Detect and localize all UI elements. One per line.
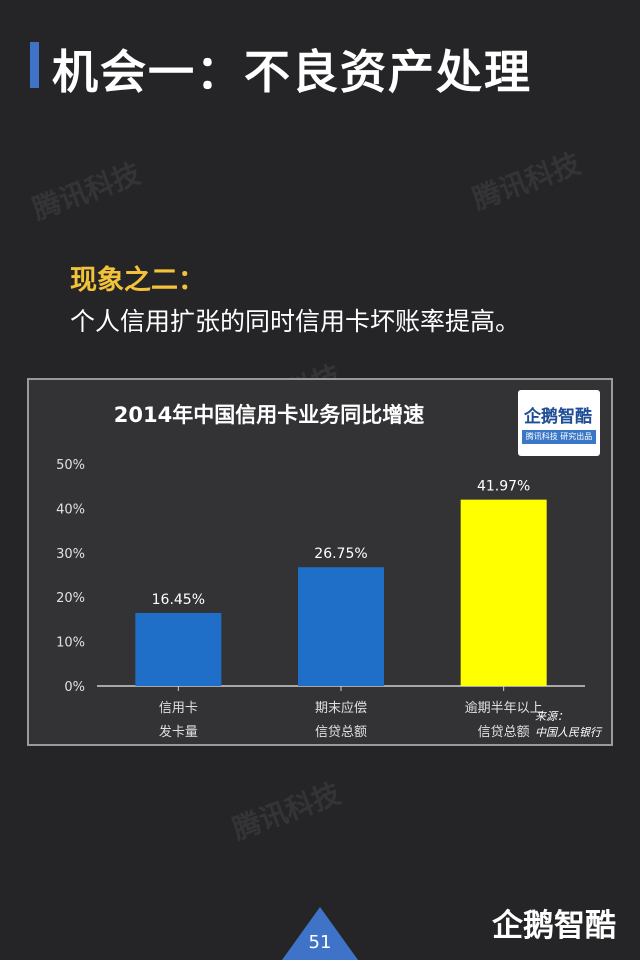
x-tick-label: 信用卡 [159, 701, 198, 716]
chart-logo: 企鹅智酷 腾讯科技 研究出品 [518, 390, 600, 456]
x-tick-label: 逾期半年以上 [465, 701, 543, 716]
source-note: 中国人民银行 [535, 726, 603, 739]
y-tick-label: 10% [56, 636, 85, 651]
phenomenon-label: 现象之二： [70, 265, 205, 296]
bar [135, 612, 222, 686]
chart-panel: 2014年中国信用卡业务同比增速 0% 10% 20% 30% 40% 50% 16.45% 信… [27, 378, 613, 746]
chart-title: 2014年中国信用卡业务同比增速 [114, 403, 424, 427]
bar-chart: 2014年中国信用卡业务同比增速 0% 10% 20% 30% 40% 50% 16.45% 信… [56, 403, 603, 740]
page-number-badge [282, 907, 358, 960]
data-label: 16.45% [152, 592, 205, 608]
page-number: 51 [308, 932, 332, 953]
x-tick-label: 发卡量 [159, 724, 198, 740]
watermark: 腾讯科技 [228, 776, 345, 847]
bar [460, 499, 547, 686]
y-tick-label: 20% [56, 591, 85, 606]
phenomenon-text: 个人信用扩张的同时信用卡坏账率提高。 [70, 307, 521, 336]
y-tick-label: 40% [56, 502, 85, 517]
bar [298, 567, 384, 686]
page-title: 机会一：不良资产处理 [52, 45, 532, 99]
chart-logo-name: 企鹅智酷 [524, 407, 592, 427]
watermark: 腾讯科技 [468, 146, 585, 217]
y-tick-label: 0% [64, 680, 85, 695]
title-accent-bar [30, 42, 39, 88]
y-tick-label: 50% [56, 458, 85, 473]
chart-logo-sub: 腾讯科技 研究出品 [522, 430, 596, 444]
brand-logo: 企鹅智酷 [492, 908, 616, 944]
source-note: 来源： [535, 710, 568, 723]
x-tick-label: 期末应偿 [315, 700, 367, 716]
data-label: 41.97% [477, 479, 530, 495]
watermark: 腾讯科技 [28, 156, 145, 227]
x-tick-label: 信贷总额 [315, 725, 367, 740]
y-tick-label: 30% [56, 547, 85, 562]
data-label: 26.75% [314, 546, 367, 562]
x-tick-label: 信贷总额 [478, 725, 530, 740]
